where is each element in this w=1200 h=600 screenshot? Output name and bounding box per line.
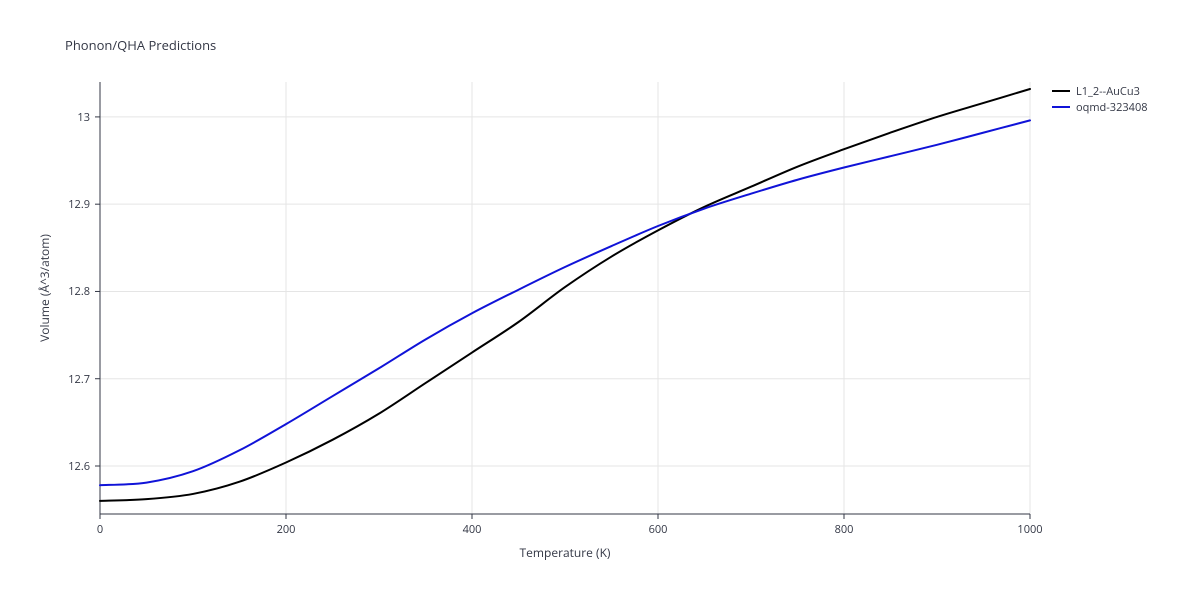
x-tick-label: 1000 bbox=[1015, 522, 1045, 537]
x-tick-label: 600 bbox=[643, 522, 673, 537]
chart-svg bbox=[0, 0, 1200, 600]
x-tick-label: 800 bbox=[829, 522, 859, 537]
y-tick-label: 12.6 bbox=[68, 459, 90, 474]
y-tick-label: 12.7 bbox=[68, 372, 90, 387]
y-tick-label: 13 bbox=[77, 110, 90, 125]
x-tick-label: 0 bbox=[85, 522, 115, 537]
x-tick-label: 200 bbox=[271, 522, 301, 537]
y-tick-label: 12.9 bbox=[68, 197, 90, 212]
legend-label: L1_2--AuCu3 bbox=[1076, 84, 1140, 99]
y-tick-label: 12.8 bbox=[68, 284, 90, 299]
legend-label: oqmd-323408 bbox=[1076, 100, 1148, 115]
x-tick-label: 400 bbox=[457, 522, 487, 537]
